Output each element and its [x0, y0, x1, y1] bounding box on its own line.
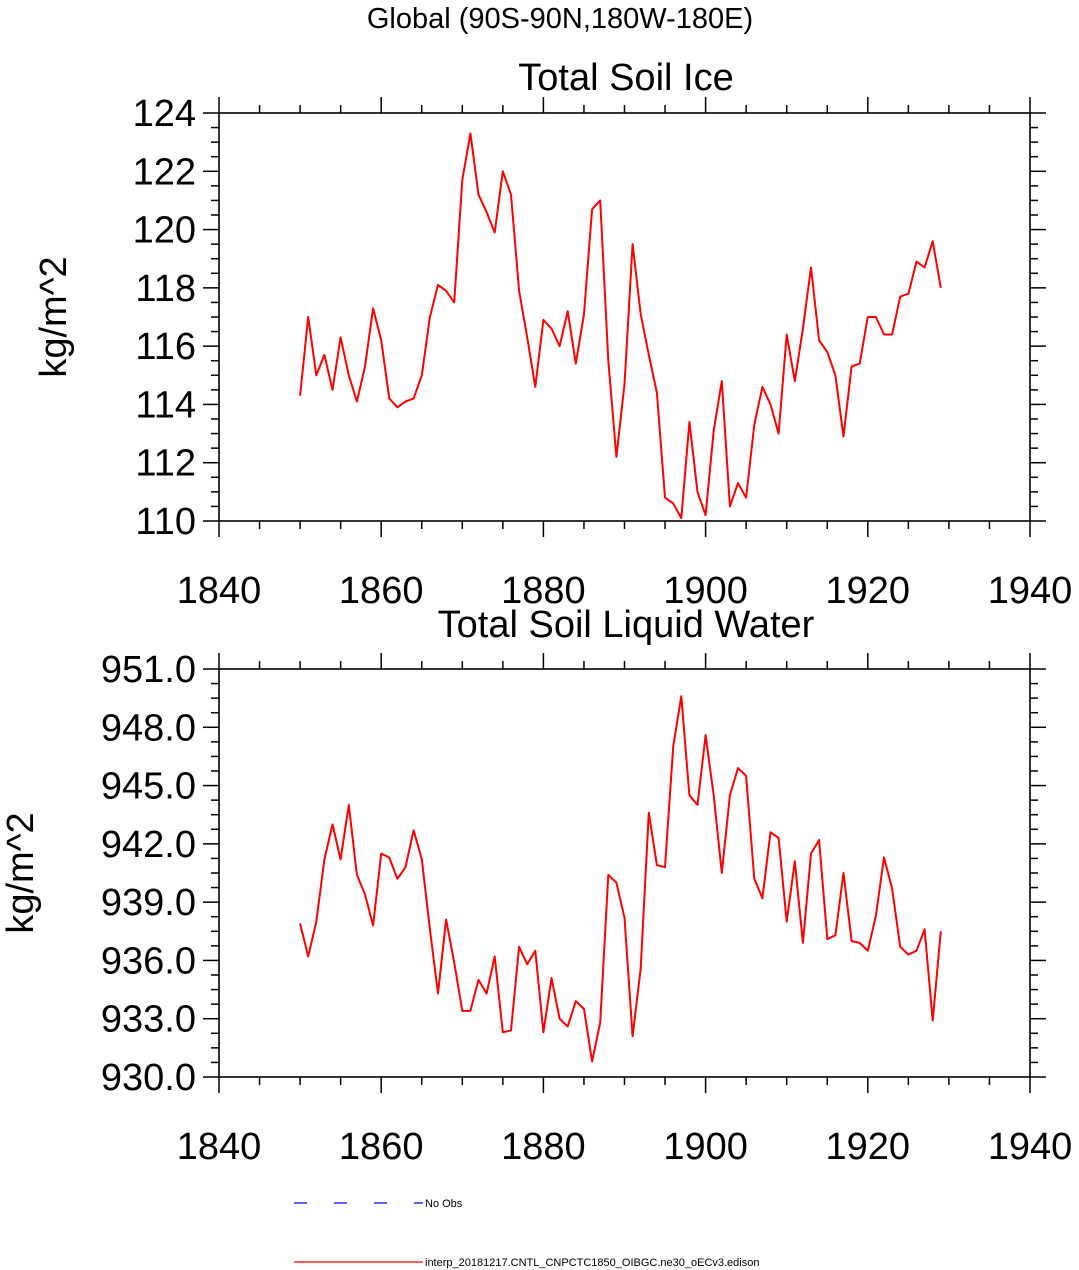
figure-main-title: Global (90S-90N,180W-180E) — [367, 3, 753, 35]
legend-item-no-obs: No Obs — [294, 1198, 463, 1210]
plot-area-total-soil-liquid-water: 1840 1860 1880 1900 1920 1940 930.0 933.0 936.0 9… — [101, 649, 1072, 1168]
legend: No Obs interp_20181217.CNTL_CNPCTC1850_O… — [294, 1198, 759, 1269]
y-tick-label: 124 — [133, 93, 196, 135]
y-tick-label: 112 — [135, 443, 196, 485]
legend-label-model-run: interp_20181217.CNTL_CNPCTC1850_OIBGC.ne… — [425, 1257, 759, 1269]
y-tick-label: 116 — [135, 326, 196, 368]
y-tick-label: 930.0 — [101, 1057, 196, 1099]
x-tick-label: 1880 — [501, 1126, 586, 1168]
series-line — [299, 695, 942, 1063]
y-tick-label: 945.0 — [101, 766, 196, 808]
y-tick-label: 122 — [133, 151, 196, 193]
legend-item-model-run: interp_20181217.CNTL_CNPCTC1850_OIBGC.ne… — [294, 1257, 759, 1269]
y-axis-label: kg/m^2 — [33, 256, 75, 377]
x-tick-label: 1880 — [501, 570, 586, 612]
plot-frame — [218, 112, 1031, 522]
x-tick-label: 1860 — [339, 570, 424, 612]
panel-total-soil-liquid-water: Total Soil Liquid Water kg/m^2 1840 1860 1… — [0, 604, 1072, 1168]
x-tick-label: 1860 — [339, 1126, 424, 1168]
chart-title: Total Soil Ice — [518, 57, 733, 99]
y-tick-label: 933.0 — [101, 999, 196, 1041]
x-tick-label: 1940 — [988, 570, 1073, 612]
x-tick-label: 1900 — [663, 570, 748, 612]
x-tick-label: 1940 — [988, 1126, 1073, 1168]
y-tick-label: 114 — [135, 384, 196, 426]
series-line — [299, 132, 942, 520]
plot-frame — [218, 668, 1031, 1078]
x-tick-label: 1840 — [177, 570, 262, 612]
plot-area-total-soil-ice: 1840 1860 1880 1900 1920 1940 110 112 114 116 118 1… — [133, 93, 1073, 612]
y-tick-label: 110 — [135, 501, 196, 543]
x-tick-label: 1840 — [177, 1126, 262, 1168]
y-tick-label: 948.0 — [101, 707, 196, 749]
y-tick-label: 936.0 — [101, 940, 196, 982]
y-tick-label: 951.0 — [101, 649, 196, 691]
y-tick-label: 118 — [135, 268, 196, 310]
chart-title: Total Soil Liquid Water — [438, 604, 815, 646]
x-tick-label: 1920 — [826, 1126, 911, 1168]
panel-total-soil-ice: Total Soil Ice kg/m^2 1840 1860 1880 1900 19… — [33, 57, 1072, 612]
y-tick-label: 120 — [133, 210, 196, 252]
y-tick-label: 939.0 — [101, 882, 196, 924]
y-axis-label: kg/m^2 — [0, 812, 42, 933]
legend-label-no-obs: No Obs — [425, 1198, 463, 1210]
y-tick-label: 942.0 — [101, 824, 196, 866]
x-tick-label: 1900 — [663, 1126, 748, 1168]
x-tick-label: 1920 — [826, 570, 911, 612]
